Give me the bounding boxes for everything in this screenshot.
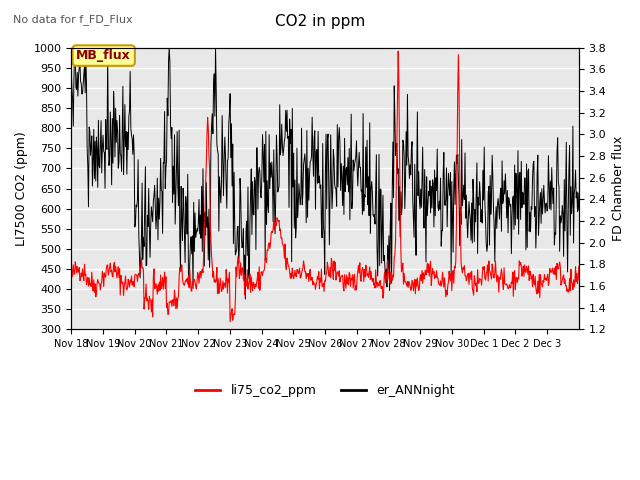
Text: CO2 in ppm: CO2 in ppm (275, 14, 365, 29)
Legend: li75_co2_ppm, er_ANNnight: li75_co2_ppm, er_ANNnight (190, 379, 460, 402)
Y-axis label: FD Chamber flux: FD Chamber flux (612, 136, 625, 241)
Text: MB_flux: MB_flux (76, 49, 131, 62)
Y-axis label: LI7500 CO2 (ppm): LI7500 CO2 (ppm) (15, 131, 28, 246)
Text: No data for f_FD_Flux: No data for f_FD_Flux (13, 14, 132, 25)
